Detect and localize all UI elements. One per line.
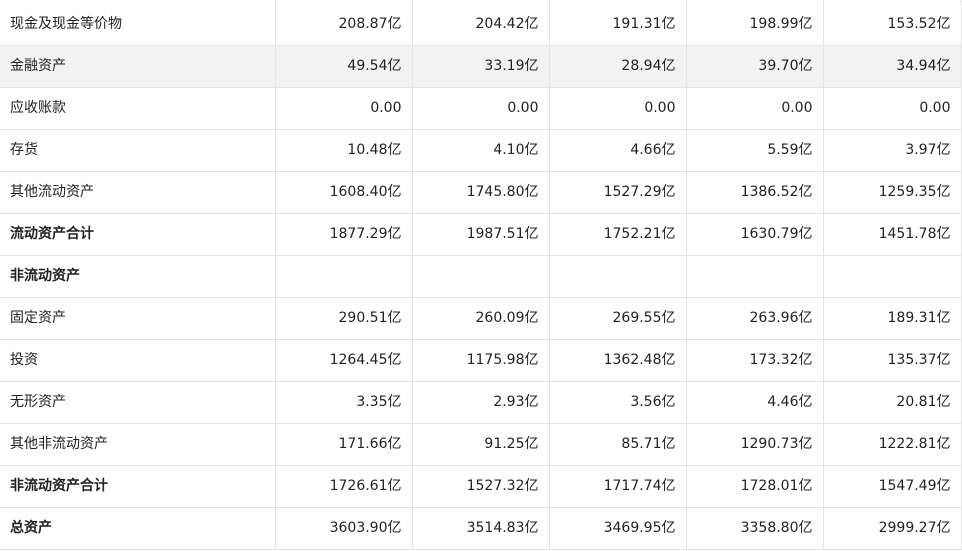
table-row: 投资 1264.45亿 1175.98亿 1362.48亿 173.32亿 135.37亿 [0,339,962,382]
row-label: 现金及现金等价物 [0,4,276,46]
value-cell [548,255,687,298]
value-cell: 1745.80亿 [411,171,550,214]
row-label: 应收账款 [0,87,276,130]
table-row: 无形资产 3.35亿 2.93亿 3.56亿 4.46亿 20.81亿 [0,381,962,424]
value-cell: 4.10亿 [411,129,550,172]
value-cell: 1264.45亿 [274,339,413,382]
value-cell: 208.87亿 [274,4,413,46]
value-cell: 1290.73亿 [685,423,824,466]
table-row: 非流动资产合计 1726.61亿 1527.32亿 1717.74亿 1728.01亿 1… [0,465,962,508]
balance-sheet-body: 现金及现金等价物 208.87亿 204.42亿 191.31亿 198.99亿 153.… [0,4,962,550]
value-cell: 1608.40亿 [274,171,413,214]
value-cell: 2.93亿 [411,381,550,424]
value-cell: 5.59亿 [685,129,824,172]
value-cell: 39.70亿 [685,45,824,88]
value-cell: 153.52亿 [822,4,962,46]
value-cell: 3603.90亿 [274,507,413,550]
value-cell: 1752.21亿 [548,213,687,256]
table-row: 应收账款 0.00 0.00 0.00 0.00 0.00 [0,87,962,130]
value-cell: 0.00 [822,87,962,130]
row-label: 非流动资产 [0,255,276,298]
value-cell: 3358.80亿 [685,507,824,550]
value-cell: 0.00 [411,87,550,130]
table-row: 其他非流动资产 171.66亿 91.25亿 85.71亿 1290.73亿 1222.8… [0,423,962,466]
value-cell [411,255,550,298]
row-label: 其他流动资产 [0,171,276,214]
table-row: 其他流动资产 1608.40亿 1745.80亿 1527.29亿 1386.52亿 12… [0,171,962,214]
value-cell: 1259.35亿 [822,171,962,214]
value-cell: 0.00 [274,87,413,130]
table-row: 现金及现金等价物 208.87亿 204.42亿 191.31亿 198.99亿 153.… [0,4,962,46]
value-cell: 198.99亿 [685,4,824,46]
table-row: 总资产 3603.90亿 3514.83亿 3469.95亿 3358.80亿 2999.… [0,507,962,550]
value-cell: 3.97亿 [822,129,962,172]
value-cell: 1222.81亿 [822,423,962,466]
value-cell: 3469.95亿 [548,507,687,550]
value-cell: 191.31亿 [548,4,687,46]
value-cell: 1728.01亿 [685,465,824,508]
row-label: 非流动资产合计 [0,465,276,508]
row-label: 无形资产 [0,381,276,424]
value-cell: 4.46亿 [685,381,824,424]
value-cell: 1362.48亿 [548,339,687,382]
row-label: 投资 [0,339,276,382]
value-cell: 269.55亿 [548,297,687,340]
value-cell: 91.25亿 [411,423,550,466]
row-label: 其他非流动资产 [0,423,276,466]
value-cell: 1547.49亿 [822,465,962,508]
value-cell [822,255,962,298]
value-cell [685,255,824,298]
value-cell [274,255,413,298]
value-cell: 204.42亿 [411,4,550,46]
value-cell: 1527.29亿 [548,171,687,214]
value-cell: 1527.32亿 [411,465,550,508]
value-cell: 290.51亿 [274,297,413,340]
value-cell: 1726.61亿 [274,465,413,508]
balance-sheet-table: 现金及现金等价物 208.87亿 204.42亿 191.31亿 198.99亿 153.… [0,4,962,550]
value-cell: 1987.51亿 [411,213,550,256]
table-top-strip [0,0,962,4]
value-cell: 3514.83亿 [411,507,550,550]
value-cell: 260.09亿 [411,297,550,340]
value-cell: 171.66亿 [274,423,413,466]
table-row: 流动资产合计 1877.29亿 1987.51亿 1752.21亿 1630.79亿 14… [0,213,962,256]
value-cell: 135.37亿 [822,339,962,382]
value-cell: 3.56亿 [548,381,687,424]
value-cell: 1717.74亿 [548,465,687,508]
row-label: 金融资产 [0,45,276,88]
value-cell: 1175.98亿 [411,339,550,382]
value-cell: 10.48亿 [274,129,413,172]
value-cell: 173.32亿 [685,339,824,382]
value-cell: 263.96亿 [685,297,824,340]
value-cell: 1630.79亿 [685,213,824,256]
value-cell: 0.00 [548,87,687,130]
value-cell: 2999.27亿 [822,507,962,550]
value-cell: 1386.52亿 [685,171,824,214]
value-cell: 33.19亿 [411,45,550,88]
value-cell: 1451.78亿 [822,213,962,256]
value-cell: 34.94亿 [822,45,962,88]
value-cell: 28.94亿 [548,45,687,88]
table-row: 金融资产 49.54亿 33.19亿 28.94亿 39.70亿 34.94亿 [0,45,962,88]
row-label: 固定资产 [0,297,276,340]
table-row: 存货 10.48亿 4.10亿 4.66亿 5.59亿 3.97亿 [0,129,962,172]
value-cell: 189.31亿 [822,297,962,340]
row-label: 存货 [0,129,276,172]
value-cell: 49.54亿 [274,45,413,88]
value-cell: 3.35亿 [274,381,413,424]
row-label: 流动资产合计 [0,213,276,256]
value-cell: 20.81亿 [822,381,962,424]
value-cell: 0.00 [685,87,824,130]
value-cell: 4.66亿 [548,129,687,172]
value-cell: 1877.29亿 [274,213,413,256]
table-row: 非流动资产 [0,255,962,298]
table-row: 固定资产 290.51亿 260.09亿 269.55亿 263.96亿 189.31亿 [0,297,962,340]
row-label: 总资产 [0,507,276,550]
value-cell: 85.71亿 [548,423,687,466]
